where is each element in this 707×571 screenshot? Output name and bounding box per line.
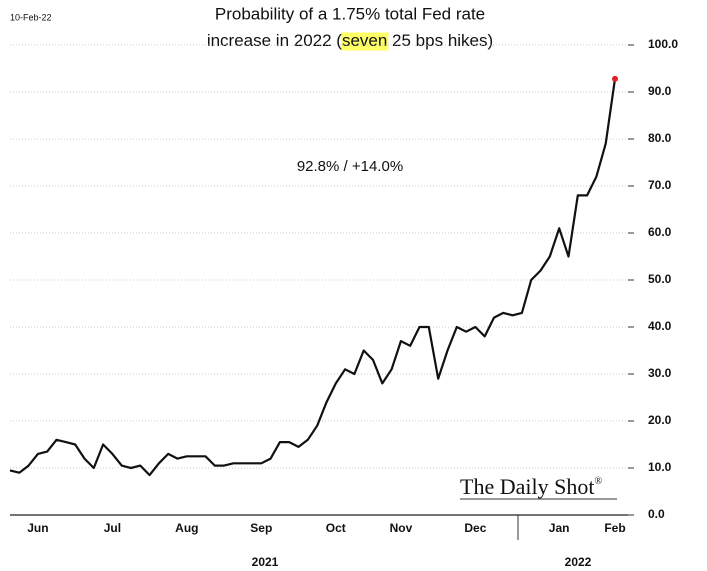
y-tick-label: 100.0	[648, 37, 678, 51]
watermark-text: The Daily Shot	[460, 474, 594, 499]
watermark: The Daily Shot®	[460, 474, 602, 499]
x-tick-label: Aug	[175, 521, 198, 535]
y-tick-label: 90.0	[648, 84, 672, 98]
x-tick-label: Jun	[27, 521, 48, 535]
y-tick-label: 0.0	[648, 507, 665, 521]
y-tick-label: 30.0	[648, 366, 672, 380]
title-highlight: seven	[342, 31, 387, 50]
line	[9, 78, 617, 477]
x-tick-label: Nov	[390, 521, 413, 535]
y-tick-label: 10.0	[648, 460, 672, 474]
title-part: increase in 2022 (	[207, 31, 342, 50]
y-tick-label: 60.0	[648, 225, 672, 239]
x-tick-label: Dec	[464, 521, 486, 535]
y-tick-label: 50.0	[648, 272, 672, 286]
end-marker	[612, 75, 618, 82]
y-tick-label: 20.0	[648, 413, 672, 427]
x-tick-label: Jan	[549, 521, 570, 535]
title-highlight-box	[340, 32, 389, 51]
chart-title: increase in 2022 (seven 25 bps hikes)	[207, 31, 493, 50]
year-label: 2021	[252, 555, 279, 569]
annotation: 92.8% / +14.0%	[297, 158, 403, 175]
watermark-mark: ®	[594, 476, 602, 487]
x-tick-label: Jul	[104, 521, 121, 535]
y-tick-label: 40.0	[648, 319, 672, 333]
chart-title: Probability of a 1.75% total Fed rate	[215, 4, 485, 23]
year-label: 2022	[565, 555, 592, 569]
title-part: 25 bps hikes)	[387, 31, 493, 50]
y-tick-label: 80.0	[648, 131, 672, 145]
x-tick-label: Feb	[604, 521, 625, 535]
date-stamp: 10-Feb-22	[10, 12, 52, 22]
x-tick-label: Oct	[326, 521, 346, 535]
x-tick-label: Sep	[250, 521, 272, 535]
y-tick-label: 70.0	[648, 178, 672, 192]
